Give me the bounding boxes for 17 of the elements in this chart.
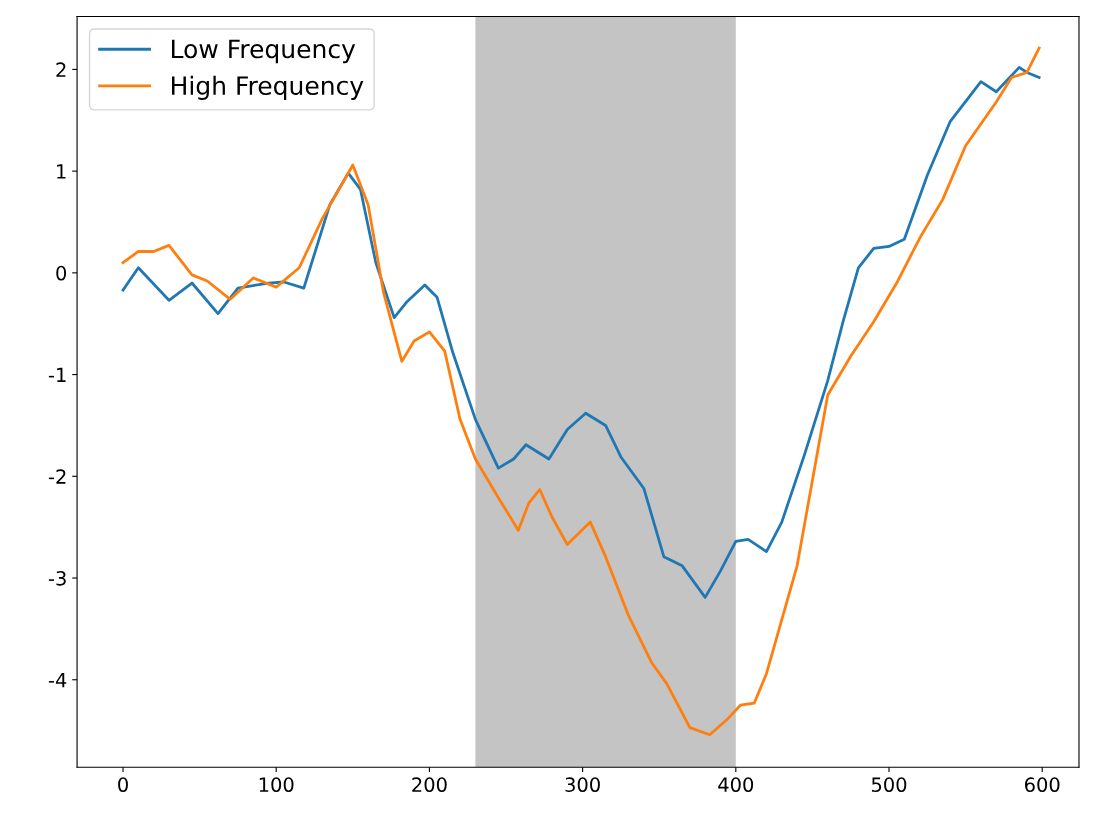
- legend-label: High Frequency: [172, 75, 364, 100]
- x-tick-label: 100: [259, 777, 294, 793]
- y-tick-label: 1: [57, 164, 66, 179]
- y-tick-label: -3: [48, 570, 66, 586]
- y-tick-label: -1: [48, 367, 66, 382]
- x-tick-label: 300: [565, 777, 600, 793]
- x-tick-label: 500: [871, 777, 907, 793]
- y-tick-label: 2: [56, 62, 66, 77]
- x-tick-label: 200: [412, 777, 447, 793]
- y-tick-label: 0: [56, 265, 67, 281]
- x-tick-label: 600: [1025, 777, 1060, 793]
- legend-label: Low Frequency: [172, 39, 356, 64]
- y-tick-label: -4: [48, 672, 67, 688]
- x-tick-label: 0: [118, 777, 128, 793]
- y-tick-label: -2: [48, 469, 66, 484]
- x-tick-label: 400: [718, 777, 754, 793]
- line-series: [121, 65, 1041, 599]
